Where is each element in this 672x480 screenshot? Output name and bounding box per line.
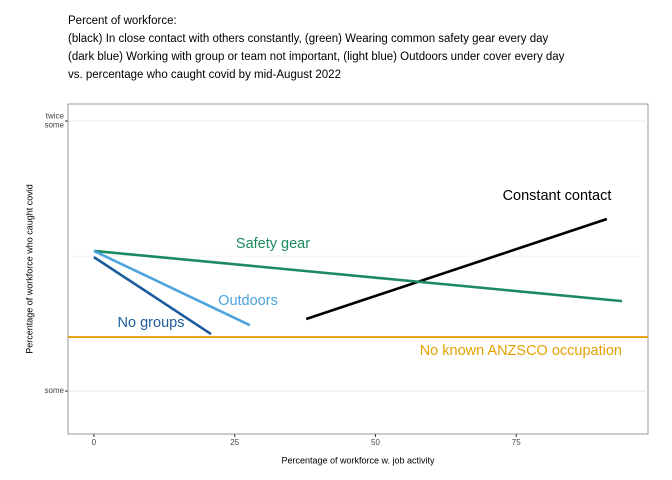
chart-title: (dark blue) Working with group or team n… [68,51,565,63]
y-axis-label: Percentage of workforce who caught covid [24,184,34,354]
x-tick-label: 50 [371,438,380,447]
x-tick-label: 0 [92,438,97,447]
x-tick-label: 25 [230,438,239,447]
x-tick-label: 75 [512,438,521,447]
chart-title: Percent of workforce: [68,15,177,27]
chart-title: (black) In close contact with others con… [68,33,548,45]
reference-label: No known ANZSCO occupation [420,343,622,359]
series-label: Outdoors [218,293,278,309]
series-line [305,217,608,321]
x-axis-label: Percentage of workforce w. job activity [281,455,435,465]
y-tick-label: some [44,386,64,395]
series-line [93,256,212,336]
series-label: Constant contact [503,188,612,204]
chart-title: vs. percentage who caught covid by mid-A… [68,69,341,81]
series-label: No groups [118,315,185,331]
y-tick-label: twice some [44,112,64,130]
series-label: Safety gear [236,236,310,252]
series-line [93,249,623,303]
panel [67,103,649,435]
series-line [93,249,251,327]
